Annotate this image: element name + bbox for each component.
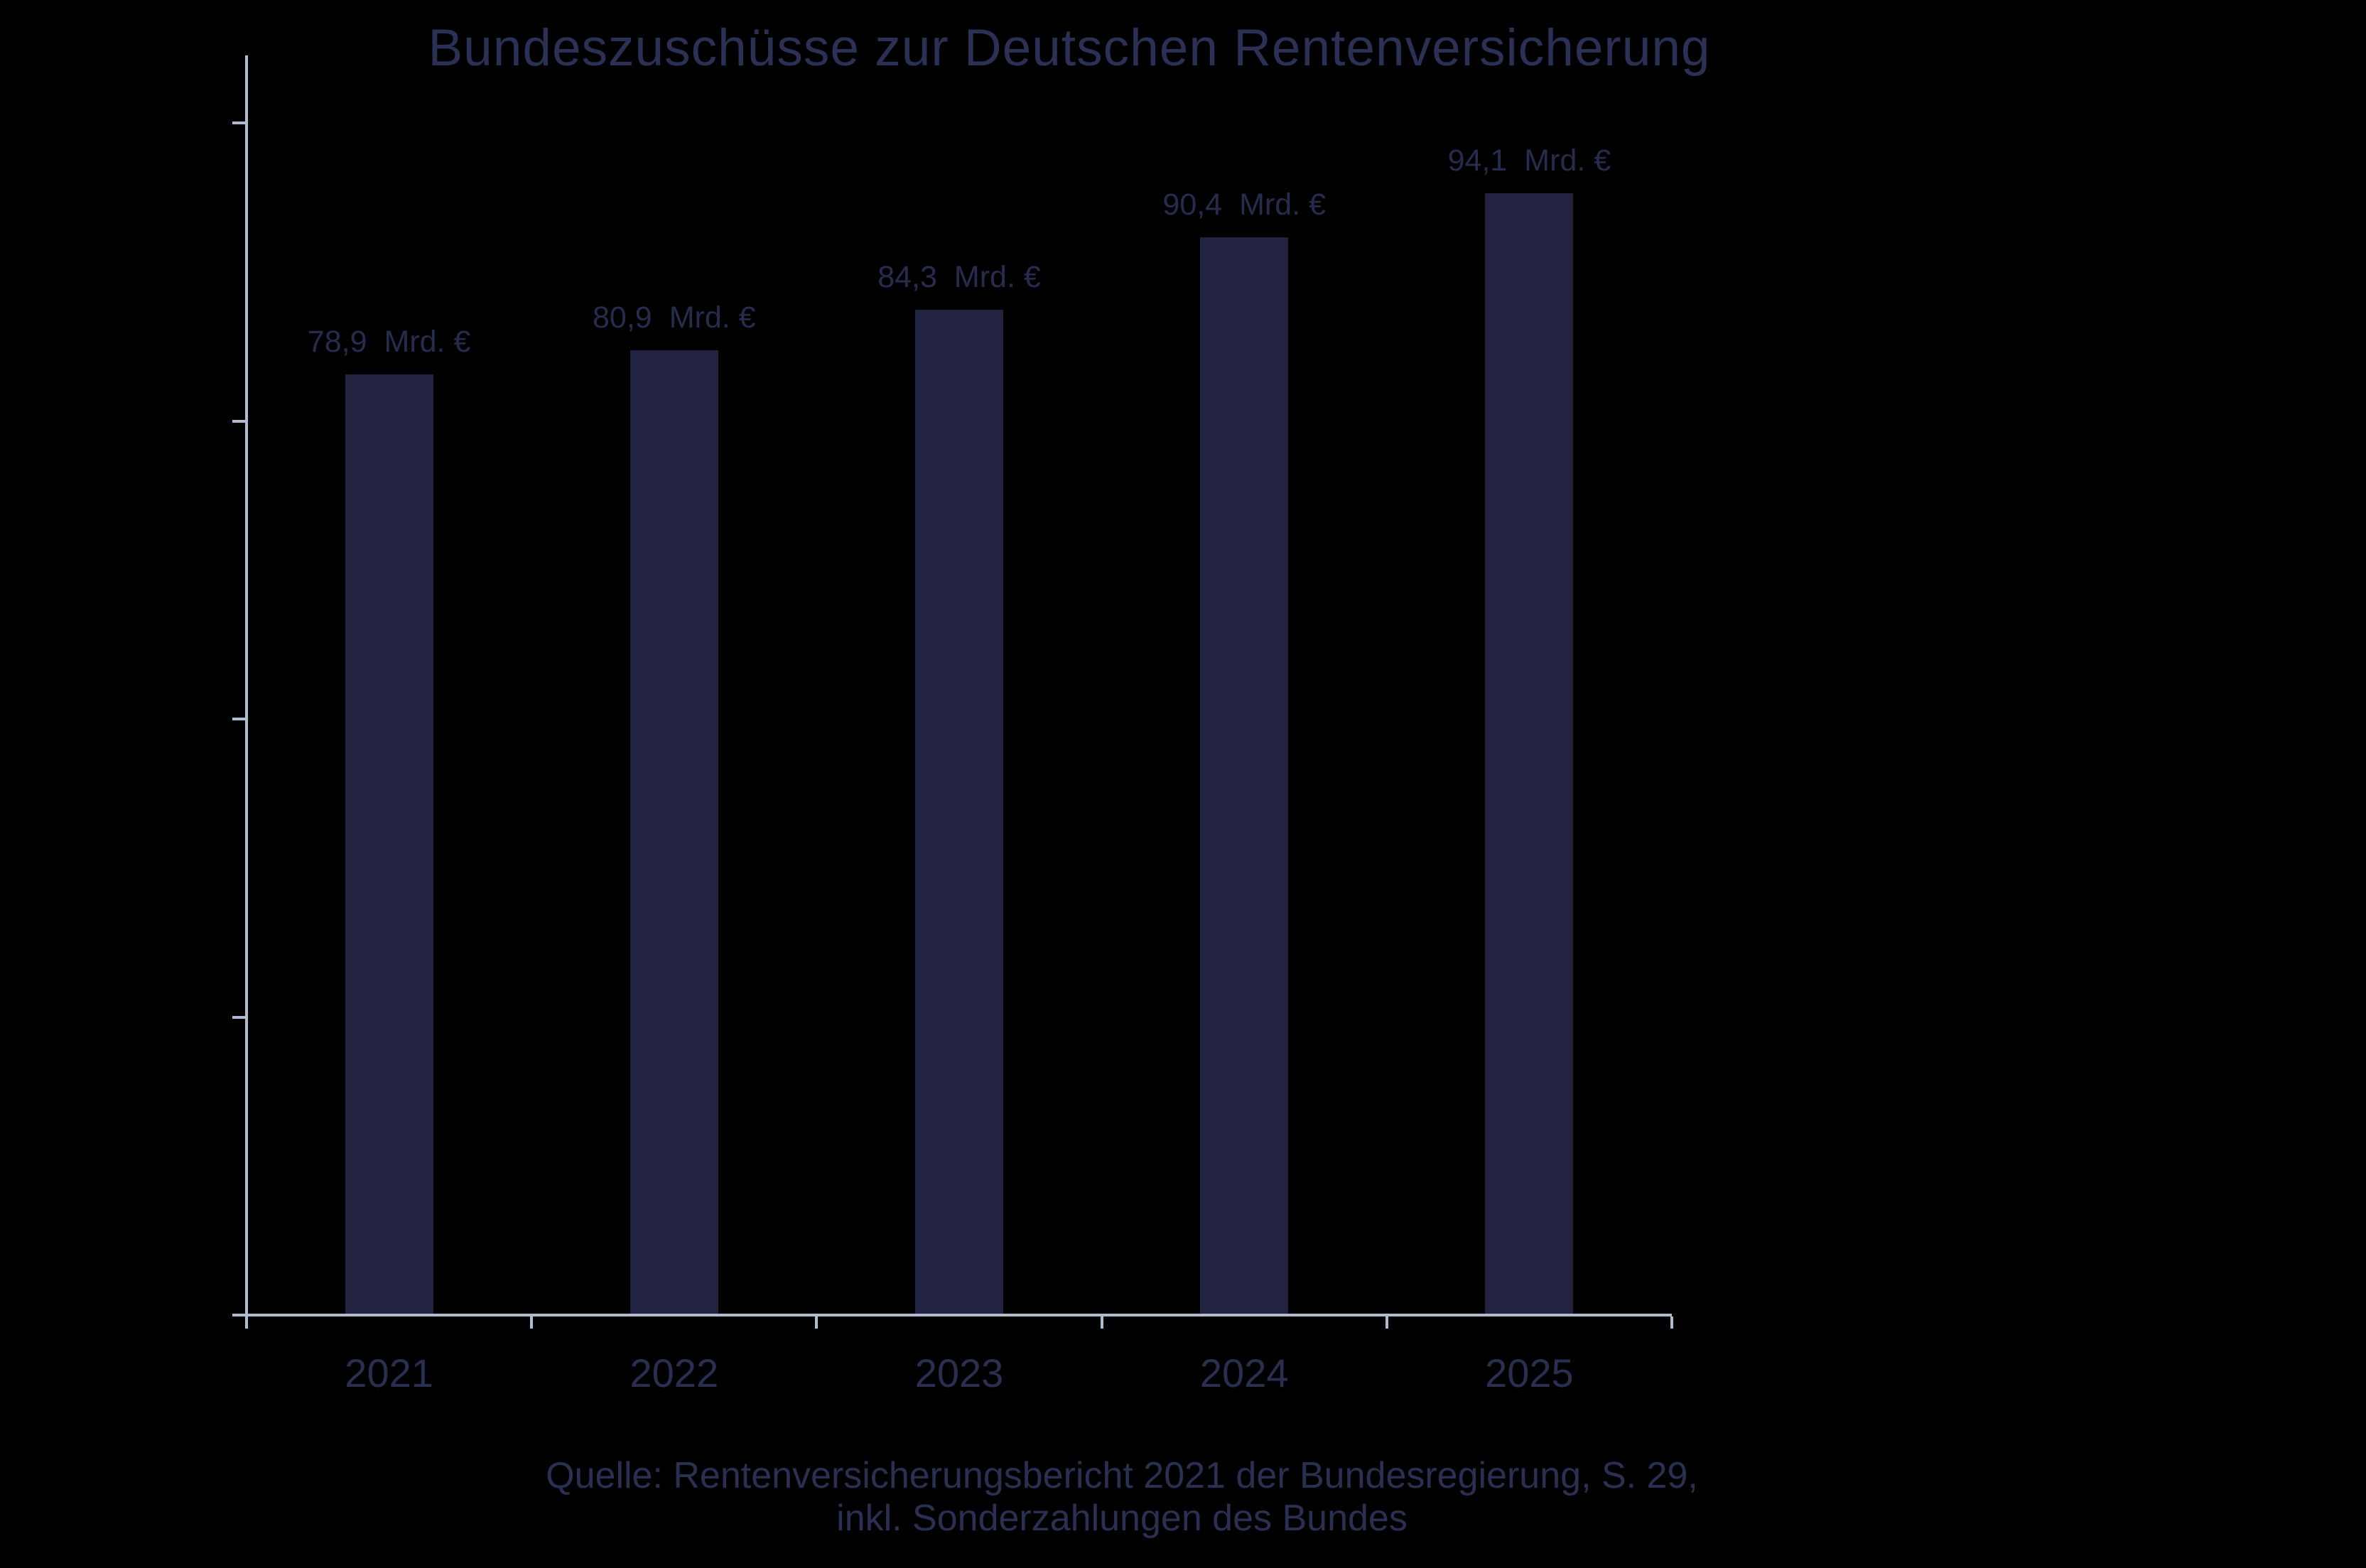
y-tick-100 — [232, 121, 247, 124]
bar-value-unit: Mrd. € — [1524, 144, 1611, 178]
bar-value-label-2021: 78,9 Mrd. € — [308, 327, 471, 357]
bar-value-label-2022: 80,9 Mrd. € — [593, 303, 756, 333]
x-axis-label-2023: 2023 — [914, 1351, 1004, 1395]
bar-2021 — [345, 374, 433, 1314]
bar-2022 — [630, 350, 718, 1314]
source-line-1: Quelle: Rentenversicherungsbericht 2021 … — [546, 1455, 1698, 1496]
x-axis-label-2024: 2024 — [1199, 1351, 1289, 1395]
bar-value-label-2023: 84,3 Mrd. € — [877, 262, 1041, 293]
y-tick-75 — [232, 419, 247, 423]
bar-value-label-2025: 94,1 Mrd. € — [1448, 146, 1611, 176]
bar-value-number: 78,9 — [307, 325, 367, 359]
bar-2024 — [1200, 237, 1289, 1314]
x-tick-2 — [815, 1316, 819, 1329]
x-axis-label-2022: 2022 — [630, 1351, 719, 1395]
x-tick-4 — [1385, 1316, 1388, 1329]
bar-value-number: 90,4 — [1162, 188, 1223, 222]
bar-value-unit: Mrd. € — [384, 325, 471, 359]
bar-2025 — [1485, 193, 1574, 1314]
x-tick-3 — [1100, 1316, 1103, 1329]
source-line-2: inkl. Sonderzahlungen des Bundes — [836, 1498, 1408, 1539]
y-tick-25 — [232, 1015, 247, 1019]
x-tick-0 — [245, 1316, 248, 1329]
x-axis-label-2025: 2025 — [1485, 1351, 1574, 1395]
bar-value-unit: Mrd. € — [669, 301, 756, 335]
x-axis-line — [232, 1314, 1672, 1316]
bar-value-label-2024: 90,4 Mrd. € — [1162, 190, 1326, 220]
chart-title: Bundeszuschüsse zur Deutschen Rentenvers… — [428, 19, 1711, 77]
source-note: Quelle: Rentenversicherungsbericht 2021 … — [546, 1454, 1698, 1540]
y-axis-line — [245, 55, 248, 1329]
x-tick-5 — [1670, 1316, 1673, 1329]
bar-value-number: 84,3 — [877, 260, 937, 295]
bar-value-number: 80,9 — [593, 301, 652, 335]
bar-value-unit: Mrd. € — [954, 260, 1041, 295]
y-tick-50 — [232, 718, 247, 720]
x-axis-label-2021: 2021 — [345, 1351, 433, 1395]
bar-2023 — [915, 310, 1003, 1314]
bar-value-unit: Mrd. € — [1239, 188, 1326, 222]
bar-value-number: 94,1 — [1447, 144, 1508, 178]
x-tick-1 — [530, 1316, 534, 1329]
